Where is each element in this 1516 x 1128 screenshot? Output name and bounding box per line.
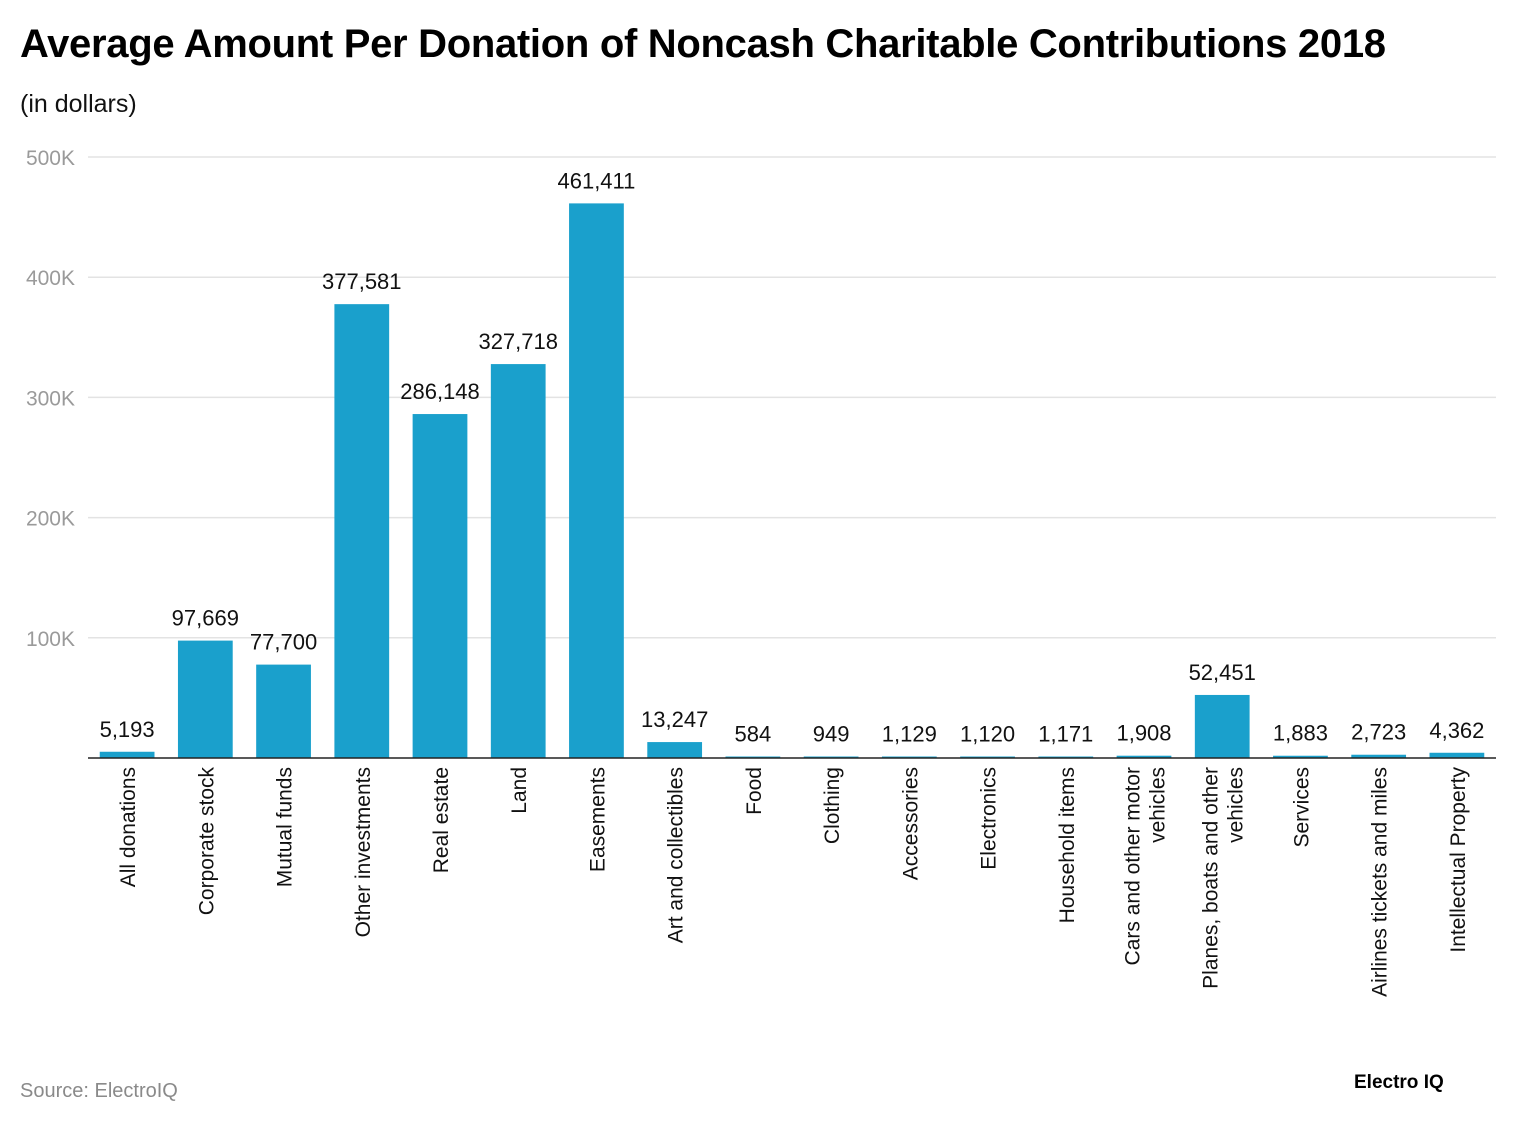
bar [1429, 752, 1485, 758]
data-label: 2,723 [1351, 720, 1406, 745]
x-tick-label-line: Accessories [899, 767, 922, 880]
x-tick-label-line: Airlines tickets and miles [1369, 767, 1392, 997]
data-label: 377,581 [322, 269, 402, 294]
data-labels: 5,193 97,669 77,700 377,581 286,148 327,718 46… [100, 168, 1485, 746]
x-tick-label-line: Cars and other motor [1122, 767, 1145, 965]
bar [177, 640, 233, 758]
x-tick-label: Easements [586, 767, 609, 872]
bars [99, 203, 1485, 758]
y-tick-label: 100K [26, 628, 75, 651]
x-tick-label-line: Household items [1056, 767, 1079, 923]
x-tick-label: Airlines tickets and miles [1369, 767, 1392, 997]
bar [1351, 754, 1407, 758]
bar [1273, 755, 1328, 758]
x-tick-label-line: vehicles [1225, 767, 1248, 843]
x-tick-label: Planes, boats and othervehicles [1200, 767, 1248, 989]
data-label: 77,700 [250, 630, 317, 655]
data-label: 286,148 [400, 379, 480, 404]
x-tick-label-line: All donations [117, 767, 140, 887]
x-tick-label: Food [743, 767, 766, 815]
x-tick-label-line: Services [1290, 767, 1313, 848]
x-tick-label: Household items [1056, 767, 1079, 923]
bar [256, 664, 311, 758]
bar [334, 304, 390, 758]
x-tick-label: Services [1290, 767, 1313, 848]
brand-logo: Electro IQ [1354, 1072, 1444, 1093]
x-tick-label-line: Other investments [352, 767, 375, 937]
x-axis-ticks: All donations Corporate stock Mutual funds… [117, 767, 1470, 997]
bar [1194, 694, 1250, 758]
bar [99, 751, 155, 758]
x-tick-label: Intellectual Property [1447, 767, 1470, 953]
y-tick-label: 500K [26, 147, 75, 170]
x-tick-label-line: vehicles [1147, 767, 1170, 843]
data-label: 1,883 [1273, 721, 1328, 746]
bar [647, 742, 703, 758]
chart-title: Average Amount Per Donation of Noncash C… [20, 22, 1386, 66]
x-tick-label: Clothing [821, 767, 844, 844]
data-label: 97,669 [172, 606, 239, 631]
x-tick-label-line: Mutual funds [274, 767, 297, 887]
data-label: 1,120 [960, 722, 1015, 747]
bar [1116, 755, 1172, 758]
x-tick-label: Cars and other motorvehicles [1122, 767, 1170, 965]
x-tick-label: Real estate [430, 767, 453, 873]
gridlines [88, 156, 1496, 639]
data-label: 584 [735, 722, 772, 747]
x-tick-label-line: Easements [586, 767, 609, 872]
y-tick-label: 200K [26, 508, 75, 531]
x-tick-label: Mutual funds [274, 767, 297, 887]
x-tick-label-line: Electronics [978, 767, 1001, 870]
x-tick-label: Other investments [352, 767, 375, 937]
x-tick-label: All donations [117, 767, 140, 887]
data-label: 52,451 [1189, 660, 1256, 685]
x-tick-label: Electronics [978, 767, 1001, 870]
x-tick-label: Art and collectibles [665, 767, 688, 943]
data-label: 1,171 [1038, 722, 1093, 747]
x-tick-label: Accessories [899, 767, 922, 880]
x-tick-label-line: Land [508, 767, 531, 814]
y-tick-label: 400K [26, 267, 75, 290]
bar [412, 414, 468, 758]
x-tick-label-line: Intellectual Property [1447, 767, 1470, 953]
data-label: 13,247 [641, 707, 708, 732]
y-axis-ticks: 100K 200K 300K 400K 500K [26, 147, 75, 651]
x-tick-label-line: Clothing [821, 767, 844, 844]
chart-subtitle: (in dollars) [20, 90, 137, 118]
y-tick-label: 300K [26, 387, 75, 410]
bar-chart: 100K 200K 300K 400K 500K 5,193 97,669 77,700 37… [26, 147, 1496, 997]
x-tick-label-line: Planes, boats and other [1200, 767, 1223, 989]
data-label: 1,129 [882, 722, 937, 747]
bar [569, 203, 624, 758]
data-label: 949 [813, 722, 850, 747]
data-label: 5,193 [100, 717, 155, 742]
x-tick-label: Corporate stock [195, 767, 218, 916]
data-label: 4,362 [1429, 718, 1484, 743]
x-tick-label-line: Art and collectibles [665, 767, 688, 943]
data-label: 327,718 [478, 329, 558, 354]
x-tick-label-line: Real estate [430, 767, 453, 873]
source-note: Source: ElectroIQ [20, 1080, 178, 1102]
x-tick-label: Land [508, 767, 531, 814]
bar [490, 364, 546, 758]
x-tick-label-line: Food [743, 767, 766, 815]
data-label: 461,411 [557, 168, 635, 193]
data-label: 1,908 [1116, 721, 1171, 746]
x-tick-label-line: Corporate stock [195, 767, 218, 916]
